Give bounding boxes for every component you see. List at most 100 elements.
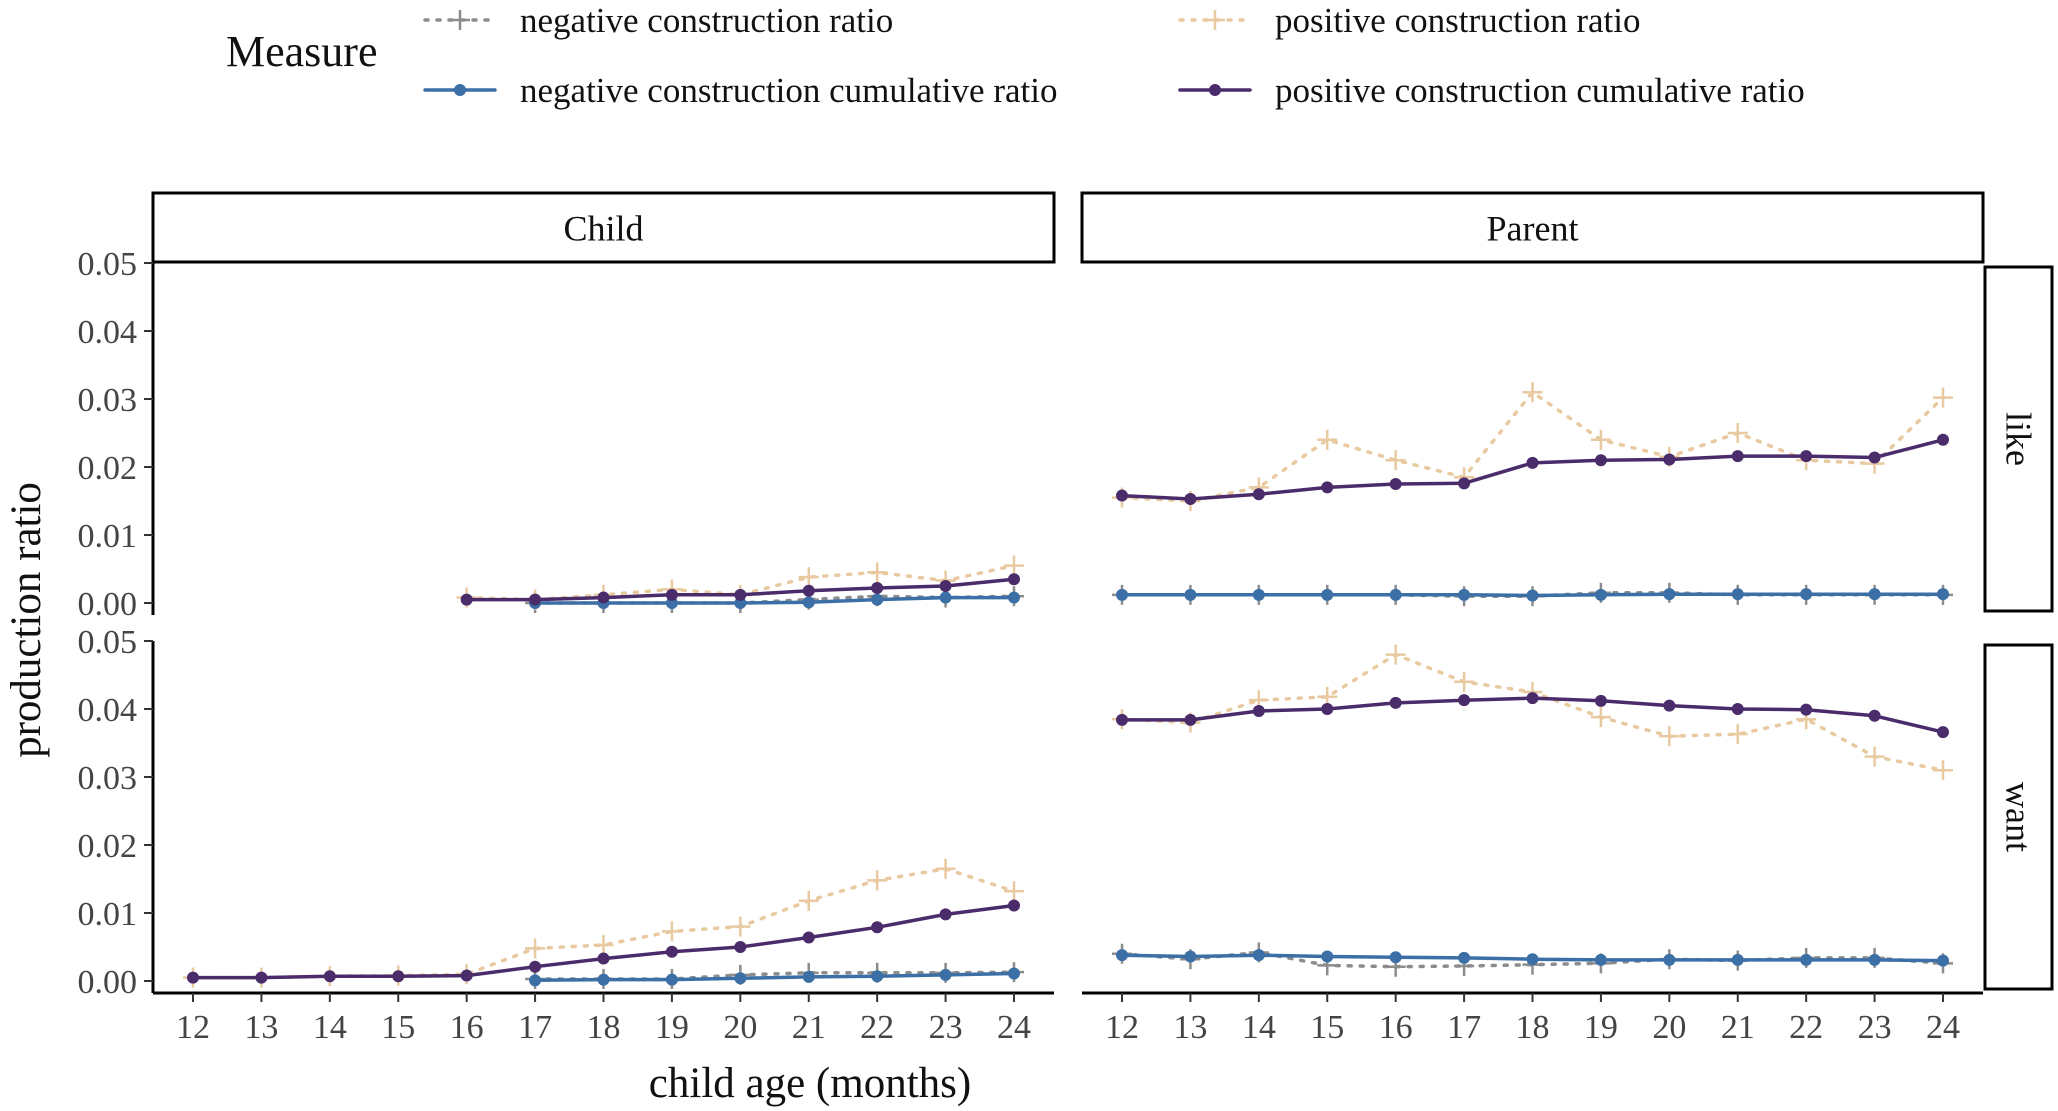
x-tick-label: 17 — [518, 1009, 552, 1046]
legend: Measure negative construction ratio posit… — [226, 1, 1805, 110]
y-tick-label: 0.03 — [78, 760, 138, 797]
point-poscum — [529, 960, 542, 973]
point-negcum — [1800, 953, 1813, 966]
point-poscum — [802, 584, 815, 597]
point-poscum — [1526, 456, 1539, 469]
legend-marker-pos — [1205, 10, 1225, 30]
point-negcum — [1868, 953, 1881, 966]
point-negcum — [1389, 588, 1402, 601]
point-poscum — [1321, 481, 1334, 494]
point-negcum — [1321, 950, 1334, 963]
point-pos — [1004, 555, 1024, 576]
legend-marker-neg — [450, 10, 470, 30]
legend-label-neg: negative construction ratio — [520, 1, 893, 40]
row-strip — [1983, 643, 2054, 991]
point-poscum — [1321, 703, 1334, 715]
column-strip — [151, 191, 1056, 264]
point-poscum — [1526, 692, 1539, 705]
point-negcum — [1937, 588, 1949, 601]
point-negcum — [1008, 967, 1020, 980]
point-poscum — [460, 593, 473, 606]
point-poscum — [1008, 899, 1020, 912]
column-strip-label: Child — [563, 209, 643, 249]
y-axis-title: production ratio — [3, 482, 50, 758]
legend-label-negcum: negative construction cumulative ratio — [520, 71, 1057, 110]
point-negcum — [1663, 588, 1676, 601]
legend-label-pos: positive construction ratio — [1275, 1, 1640, 40]
point-pos — [1933, 760, 1953, 781]
point-negcum — [1389, 951, 1402, 964]
point-negcum — [871, 970, 884, 983]
point-poscum — [1937, 433, 1949, 446]
point-pos — [1385, 450, 1406, 471]
point-poscum — [665, 945, 678, 958]
point-poscum — [1458, 477, 1471, 490]
x-tick-label: 21 — [792, 1009, 826, 1046]
point-pos — [1522, 382, 1543, 403]
point-poscum — [1594, 694, 1607, 707]
row-strip — [1983, 265, 2054, 613]
point-poscum — [187, 971, 199, 984]
x-tick-label: 19 — [655, 1009, 689, 1046]
panel-child-like — [456, 555, 1024, 613]
point-poscum — [1800, 450, 1813, 463]
x-tick-label: 22 — [860, 1009, 894, 1046]
point-negcum — [1731, 588, 1744, 601]
point-negcum — [871, 593, 884, 606]
point-poscum — [871, 582, 884, 595]
point-poscum — [1184, 492, 1197, 505]
point-pos — [1317, 429, 1338, 450]
point-poscum — [392, 970, 405, 983]
x-tick-label: 20 — [1652, 1009, 1686, 1046]
point-poscum — [1116, 713, 1128, 726]
x-tick-label: 15 — [381, 1009, 415, 1046]
column-strip — [1080, 191, 1985, 264]
x-tick-label: 18 — [587, 1009, 621, 1046]
point-poscum — [1252, 705, 1265, 718]
point-poscum — [1116, 489, 1128, 502]
legend-label-poscum: positive construction cumulative ratio — [1275, 71, 1805, 110]
series-line-pos — [1120, 390, 1945, 503]
x-tick-label: 24 — [1926, 1009, 1960, 1046]
point-poscum — [1663, 453, 1676, 466]
panel-child-want — [183, 858, 1024, 989]
panel-parent-like — [1112, 382, 1953, 607]
point-negcum — [734, 972, 747, 985]
point-poscum — [323, 970, 336, 983]
x-tick-label: 12 — [1105, 1009, 1139, 1046]
point-pos — [867, 870, 888, 891]
point-poscum — [1008, 573, 1020, 586]
point-pos — [867, 562, 888, 583]
point-negcum — [939, 968, 952, 981]
point-pos — [1727, 724, 1748, 745]
point-negcum — [1594, 953, 1607, 966]
point-negcum — [1458, 588, 1471, 601]
legend-marker-negcum — [454, 84, 466, 96]
chart-axes: 0.000.010.020.030.040.050.000.010.020.03… — [78, 246, 1983, 1046]
point-poscum — [1252, 488, 1265, 501]
y-tick-label: 0.03 — [78, 382, 138, 419]
point-pos — [1590, 429, 1611, 450]
point-negcum — [1526, 589, 1539, 602]
point-poscum — [1389, 696, 1402, 709]
point-negcum — [1800, 588, 1813, 601]
point-negcum — [665, 973, 678, 986]
point-pos — [1864, 746, 1885, 767]
point-poscum — [1458, 694, 1471, 707]
x-tick-label: 14 — [1242, 1009, 1276, 1046]
row-strip-label: want — [1999, 782, 2039, 852]
point-negcum — [529, 974, 542, 987]
x-tick-label: 16 — [1379, 1009, 1413, 1046]
point-poscum — [1731, 450, 1744, 463]
x-tick-label: 13 — [1173, 1009, 1207, 1046]
panel-parent-want — [1112, 644, 1953, 977]
point-poscum — [734, 588, 747, 601]
point-pos — [1385, 644, 1406, 665]
point-pos — [798, 567, 819, 588]
point-poscum — [1184, 713, 1197, 726]
point-poscum — [871, 921, 884, 934]
x-tick-label: 24 — [997, 1009, 1031, 1046]
y-tick-label: 0.01 — [78, 518, 138, 555]
point-poscum — [1389, 478, 1402, 490]
